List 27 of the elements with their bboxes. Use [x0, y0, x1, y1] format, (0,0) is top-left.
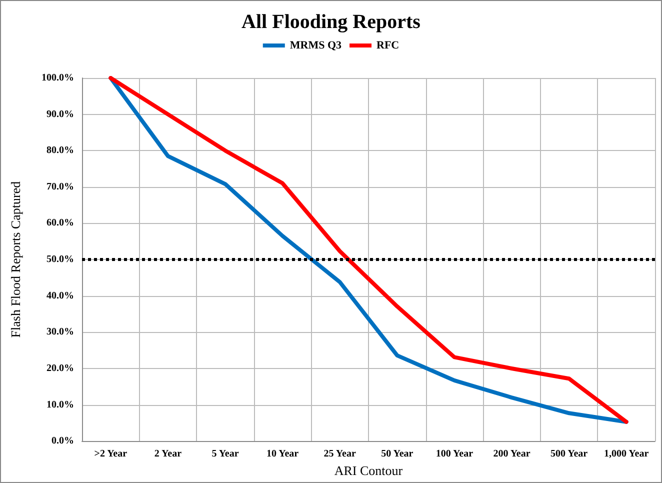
legend-label: RFC [376, 40, 400, 52]
y-tick-label: 40.0% [46, 290, 74, 302]
x-tick-label: 10 Year [266, 448, 300, 460]
y-tick-label: 100.0% [42, 72, 74, 84]
y-tick-label: 30.0% [46, 326, 74, 338]
y-tick-label: 60.0% [46, 218, 74, 229]
x-tick-label: >2 Year [94, 448, 128, 460]
y-tick-label: 10.0% [46, 399, 74, 410]
y-tick-label: 50.0% [46, 254, 74, 266]
x-tick-label: 1,000 Year [604, 448, 650, 460]
y-axis-title: Flash Flood Reports Captured [8, 180, 23, 338]
x-axis-title: ARI Contour [334, 463, 404, 478]
y-tick-label: 20.0% [46, 362, 74, 374]
legend-label: MRMS Q3 [290, 40, 342, 52]
x-tick-label: 5 Year [212, 448, 240, 460]
x-tick-label: 100 Year [436, 448, 474, 460]
y-tick-label: 70.0% [46, 181, 74, 192]
x-tick-label: 50 Year [381, 448, 414, 460]
x-tick-label: 200 Year [493, 448, 531, 460]
x-tick-label: 500 Year [550, 448, 588, 460]
line-series [108, 76, 628, 424]
y-tick-label: 0.0% [52, 436, 74, 447]
y-tick-label: 80.0% [46, 145, 74, 156]
x-tick-label: 25 Year [324, 448, 356, 460]
x-tick-label: 2 Year [154, 448, 182, 460]
y-tick-label: 90.0% [46, 108, 74, 120]
chart-title: All Flooding Reports [242, 11, 421, 33]
